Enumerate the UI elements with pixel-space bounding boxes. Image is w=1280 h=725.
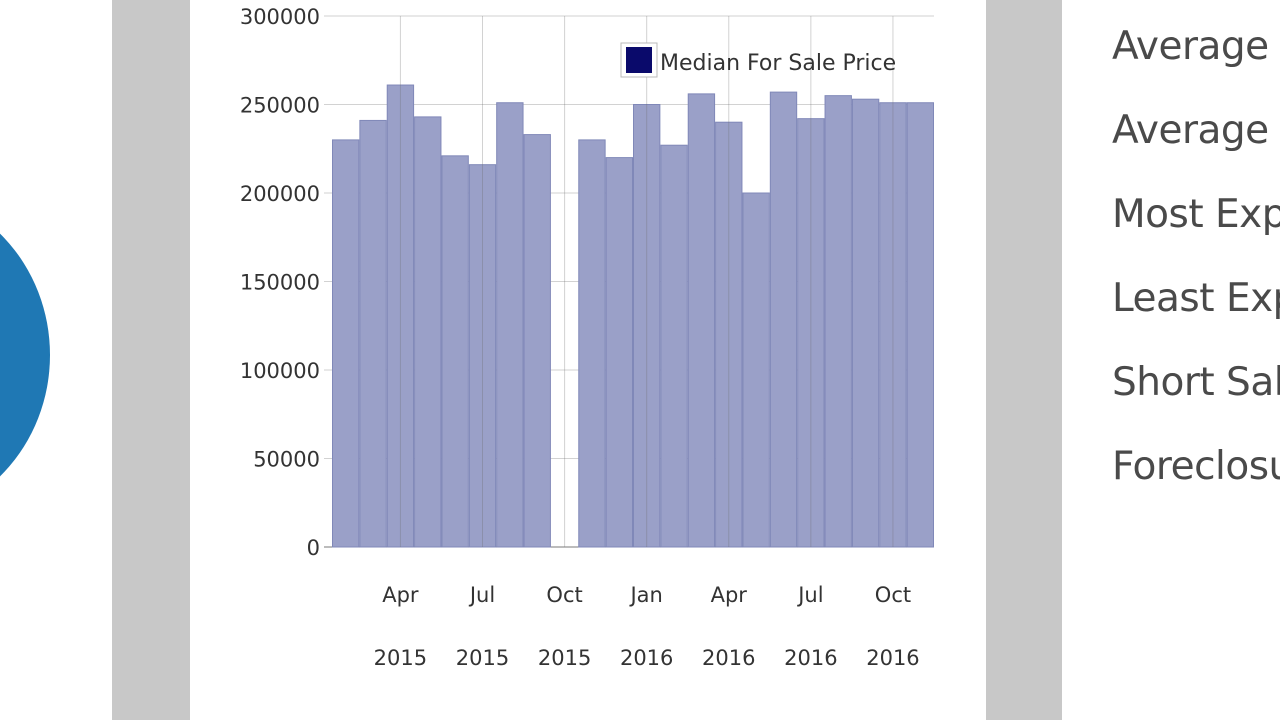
x-tick-month: Apr	[382, 583, 419, 607]
y-tick-label: 200000	[240, 182, 320, 206]
y-tick-label: 100000	[240, 359, 320, 383]
stat-label-foreclosure: Foreclosu	[1112, 444, 1280, 489]
x-tick-month: Apr	[711, 583, 748, 607]
median-price-bar-chart: 0 50000 100000 150000 200000 250000 300000 Apr 2…	[240, 5, 934, 670]
x-tick-year: 2016	[620, 646, 673, 670]
stat-label-least-expensive: Least Exp	[1112, 276, 1280, 321]
stat-label-average-2: Average	[1112, 108, 1269, 153]
stat-label-average-1: Average	[1112, 24, 1269, 69]
bar	[386, 84, 415, 548]
bar	[441, 155, 469, 548]
bar	[797, 118, 825, 548]
x-tick-year: 2015	[374, 646, 427, 670]
left-panel	[0, 0, 112, 720]
bar	[879, 102, 907, 548]
bar	[687, 93, 716, 548]
bar	[496, 102, 524, 548]
x-tick-year: 2016	[784, 646, 837, 670]
chart-card: 0 50000 100000 150000 200000 250000 300000 Apr 2…	[190, 0, 986, 720]
bar	[769, 91, 798, 548]
legend-swatch	[626, 47, 652, 73]
legend-label: Median For Sale Price	[660, 51, 896, 76]
bar	[414, 116, 442, 548]
bar	[906, 102, 934, 548]
x-tick-month: Oct	[546, 583, 582, 607]
bar	[523, 134, 551, 548]
y-tick-label: 0	[307, 536, 320, 560]
right-gutter	[986, 0, 1062, 720]
bar	[578, 139, 606, 548]
x-tick-month: Oct	[875, 583, 911, 607]
y-tick-label: 50000	[253, 448, 320, 472]
bar	[851, 98, 880, 548]
y-tick-label: 150000	[240, 271, 320, 295]
donut-chart	[0, 190, 50, 520]
bar	[468, 164, 497, 548]
bar	[359, 119, 387, 548]
bar	[824, 95, 852, 548]
stats-panel: Average Average Most Exp Least Exp Short…	[1062, 0, 1280, 720]
x-tick-month: Jul	[796, 583, 823, 607]
bar	[715, 121, 743, 548]
x-tick-month: Jan	[628, 583, 662, 607]
y-tick-label: 300000	[240, 5, 320, 29]
x-tick-year: 2015	[538, 646, 591, 670]
bar	[332, 139, 360, 548]
bar	[605, 157, 633, 548]
bar	[660, 144, 688, 548]
y-tick-label: 250000	[240, 94, 320, 118]
x-tick-year: 2016	[866, 646, 919, 670]
bar	[633, 104, 661, 548]
left-gutter	[112, 0, 190, 720]
stat-label-most-expensive: Most Exp	[1112, 192, 1280, 237]
bar	[742, 192, 770, 548]
x-tick-year: 2015	[456, 646, 509, 670]
stat-label-short-sale: Short Sal	[1112, 360, 1280, 405]
x-tick-month: Jul	[468, 583, 495, 607]
x-tick-year: 2016	[702, 646, 755, 670]
